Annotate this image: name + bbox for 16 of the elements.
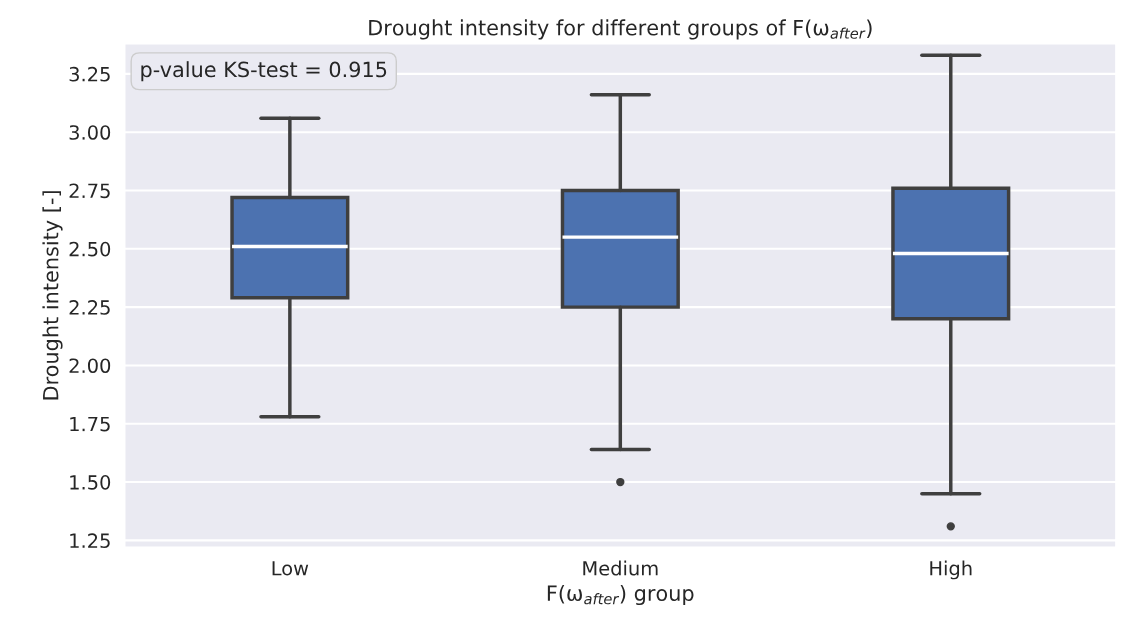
y-tick-label: 2.75	[69, 183, 110, 199]
y-tick-label: 3.00	[69, 125, 111, 140]
y-tick-label: 2.00	[69, 358, 111, 374]
x-tick-label: High	[930, 560, 972, 580]
y-tick-label: 1.50	[70, 475, 111, 490]
chart-title: Drought intensity for different groups of F(ω$_{after}$)	[369, 19, 872, 40]
y-tick-label: 2.50	[69, 241, 111, 257]
y-tick-label: 1.25	[70, 533, 110, 549]
y-tick-label: 3.25	[69, 66, 110, 82]
y-tick-label: 2.25	[69, 300, 110, 315]
x-axis-title: F(ω$_{after}$) group	[547, 584, 694, 606]
y-tick-label: 1.75	[70, 416, 110, 432]
y-axis-title: Drought intensity [-]	[42, 191, 63, 400]
x-tick-label: Low	[272, 561, 309, 576]
x-tick-label: Medium	[583, 560, 658, 576]
annotation: p-value KS-test = 0.915	[141, 61, 387, 82]
